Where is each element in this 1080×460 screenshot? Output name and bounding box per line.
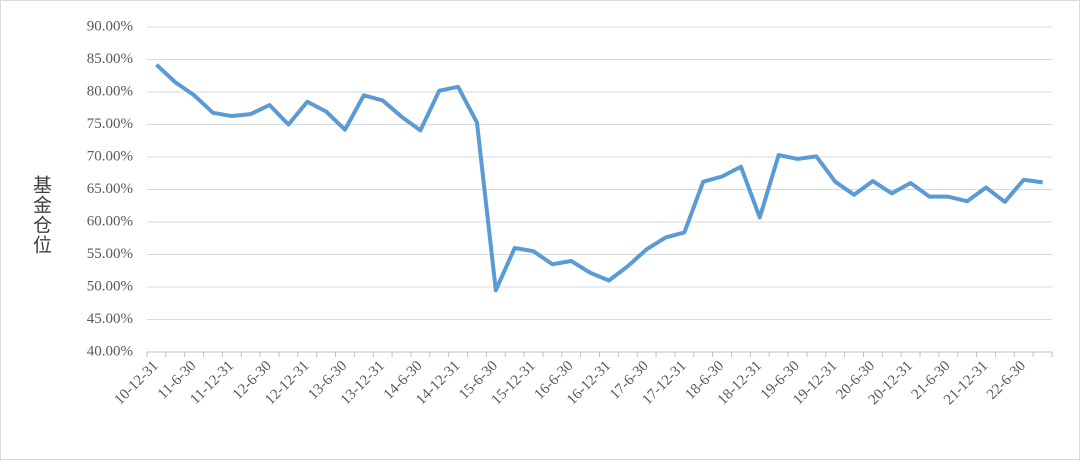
y-axis-label: 基金仓位 [30, 175, 52, 255]
y-tick-label: 55.00% [87, 246, 133, 262]
y-tick-label: 60.00% [87, 213, 133, 229]
y-tick-label: 50.00% [87, 278, 133, 294]
y-tick-label: 75.00% [87, 116, 133, 132]
y-tick-label: 65.00% [87, 181, 133, 197]
y-tick-label: 70.00% [87, 148, 133, 164]
y-tick-label: 85.00% [87, 51, 133, 67]
y-tick-label: 40.00% [87, 343, 133, 359]
data-line [155, 63, 1043, 293]
y-tick-label: 80.00% [87, 83, 133, 99]
y-tick-label: 90.00% [87, 18, 133, 34]
y-tick-label: 45.00% [87, 311, 133, 327]
